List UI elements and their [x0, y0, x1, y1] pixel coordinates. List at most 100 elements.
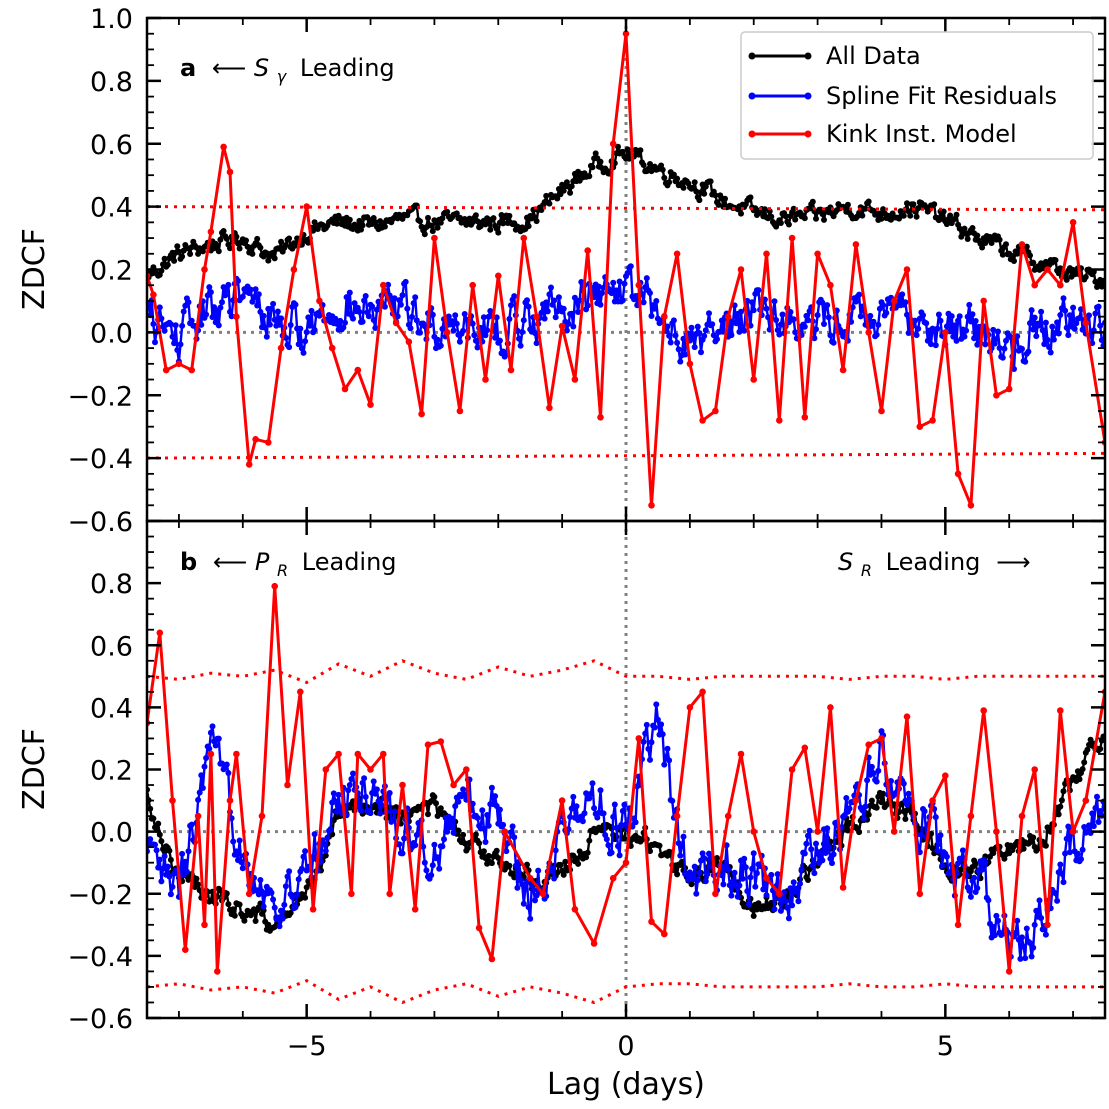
a-point-spline-fit-residuals: [332, 315, 339, 322]
a-point-spline-fit-residuals: [254, 302, 261, 309]
legend: All Data Spline Fit Residuals Kink Inst.…: [740, 31, 1094, 160]
a-point-spline-fit-residuals: [928, 341, 934, 348]
a-point-spline-fit-residuals: [445, 313, 452, 320]
a-point-kink-inst-model: [245, 461, 253, 468]
a-point-spline-fit-residuals: [255, 291, 262, 298]
b-point-spline-fit-residuals: [749, 865, 756, 872]
b-point-spline-fit-residuals: [274, 914, 281, 921]
b-point-all-data: [656, 842, 663, 849]
b-series-all-data: [147, 733, 1105, 934]
b-point-kink-inst-model: [233, 750, 240, 758]
a-significance-line: [147, 205, 1105, 212]
a-point-spline-fit-residuals: [169, 333, 176, 340]
b-point-spline-fit-residuals: [378, 802, 385, 809]
b-point-all-data: [431, 793, 438, 800]
b-point-kink-inst-model: [712, 890, 719, 898]
b-point-spline-fit-residuals: [990, 923, 997, 930]
b-point-spline-fit-residuals: [904, 801, 910, 808]
a-point-all-data: [417, 218, 423, 225]
b-point-spline-fit-residuals: [822, 850, 829, 856]
b-point-all-data: [1084, 746, 1091, 753]
b-point-spline-fit-residuals: [399, 850, 406, 857]
a-point-spline-fit-residuals: [852, 298, 859, 305]
a-point-kink-inst-model: [1018, 241, 1026, 248]
b-point-all-data: [878, 799, 885, 806]
b-annotation-math: P: [255, 548, 270, 576]
b-point-kink-inst-model: [207, 750, 215, 758]
b-point-spline-fit-residuals: [386, 790, 393, 796]
a-point-spline-fit-residuals: [268, 305, 275, 312]
b-point-kink-inst-model: [929, 797, 936, 804]
b-point-all-data: [1076, 776, 1083, 783]
a-point-spline-fit-residuals: [565, 320, 572, 327]
b-point-all-data: [868, 797, 875, 804]
a-point-all-data: [592, 150, 599, 157]
b-point-spline-fit-residuals: [482, 839, 489, 845]
b-point-all-data: [972, 860, 979, 867]
b-point-all-data: [225, 901, 232, 908]
b-point-all-data: [1097, 745, 1104, 752]
a-point-all-data: [171, 257, 178, 264]
b-point-spline-fit-residuals: [795, 898, 802, 905]
b-point-spline-fit-residuals: [734, 893, 741, 900]
a-point-spline-fit-residuals: [621, 280, 628, 287]
b-point-spline-fit-residuals: [640, 738, 647, 745]
b-point-spline-fit-residuals: [460, 786, 467, 793]
a-point-all-data: [996, 236, 1003, 243]
a-point-spline-fit-residuals: [923, 320, 930, 327]
a-point-all-data: [1052, 257, 1059, 264]
b-point-spline-fit-residuals: [971, 874, 978, 881]
a-point-spline-fit-residuals: [915, 325, 922, 332]
a-point-spline-fit-residuals: [1003, 337, 1009, 344]
a-point-all-data: [555, 186, 562, 192]
a-point-spline-fit-residuals: [1073, 320, 1080, 327]
a-point-spline-fit-residuals: [541, 315, 548, 322]
b-point-spline-fit-residuals: [479, 807, 486, 814]
b-point-spline-fit-residuals: [725, 866, 732, 873]
b-point-spline-fit-residuals: [568, 805, 575, 812]
a-point-spline-fit-residuals: [1098, 337, 1105, 344]
a-point-kink-inst-model: [558, 322, 566, 330]
a-point-all-data: [217, 236, 224, 243]
b-point-spline-fit-residuals: [747, 874, 754, 881]
b-point-all-data: [621, 835, 628, 842]
a-point-spline-fit-residuals: [937, 317, 944, 324]
a-point-kink-inst-model: [175, 360, 183, 368]
a-point-all-data: [821, 216, 827, 223]
b-point-kink-inst-model: [635, 735, 643, 742]
a-point-all-data: [897, 208, 904, 215]
a-point-spline-fit-residuals: [1030, 326, 1037, 333]
b-series-kink-inst-model: [147, 582, 1105, 975]
a-point-spline-fit-residuals: [653, 298, 660, 304]
a-point-spline-fit-residuals: [460, 327, 467, 334]
a-point-spline-fit-residuals: [203, 311, 210, 318]
a-point-all-data: [490, 215, 497, 222]
a-point-spline-fit-residuals: [610, 279, 617, 286]
a-point-kink-inst-model: [201, 266, 208, 273]
b-point-spline-fit-residuals: [201, 763, 208, 770]
a-point-kink-inst-model: [801, 414, 809, 421]
b-point-spline-fit-residuals: [1079, 846, 1086, 853]
a-point-spline-fit-residuals: [1055, 330, 1062, 337]
b-point-spline-fit-residuals: [370, 778, 377, 785]
b-point-spline-fit-residuals: [257, 877, 264, 883]
a-point-all-data: [865, 198, 872, 205]
b-point-spline-fit-residuals: [921, 808, 928, 815]
b-point-spline-fit-residuals: [611, 801, 618, 808]
a-point-all-data: [278, 238, 285, 245]
b-series-group: [147, 582, 1105, 1005]
b-point-spline-fit-residuals: [995, 917, 1001, 924]
b-point-spline-fit-residuals: [1090, 823, 1097, 830]
b-ytick-label: −0.6: [67, 1004, 133, 1035]
b-point-kink-inst-model: [980, 707, 987, 714]
b-point-kink-inst-model: [424, 741, 432, 748]
b-point-spline-fit-residuals: [801, 850, 808, 857]
a-point-spline-fit-residuals: [991, 340, 998, 347]
a-point-spline-fit-residuals: [932, 342, 939, 349]
b-point-spline-fit-residuals: [182, 858, 189, 865]
a-point-spline-fit-residuals: [801, 323, 808, 330]
a-point-all-data: [195, 250, 202, 257]
b-point-all-data: [230, 906, 237, 913]
b-point-spline-fit-residuals: [966, 887, 973, 894]
b-point-spline-fit-residuals: [669, 797, 676, 804]
